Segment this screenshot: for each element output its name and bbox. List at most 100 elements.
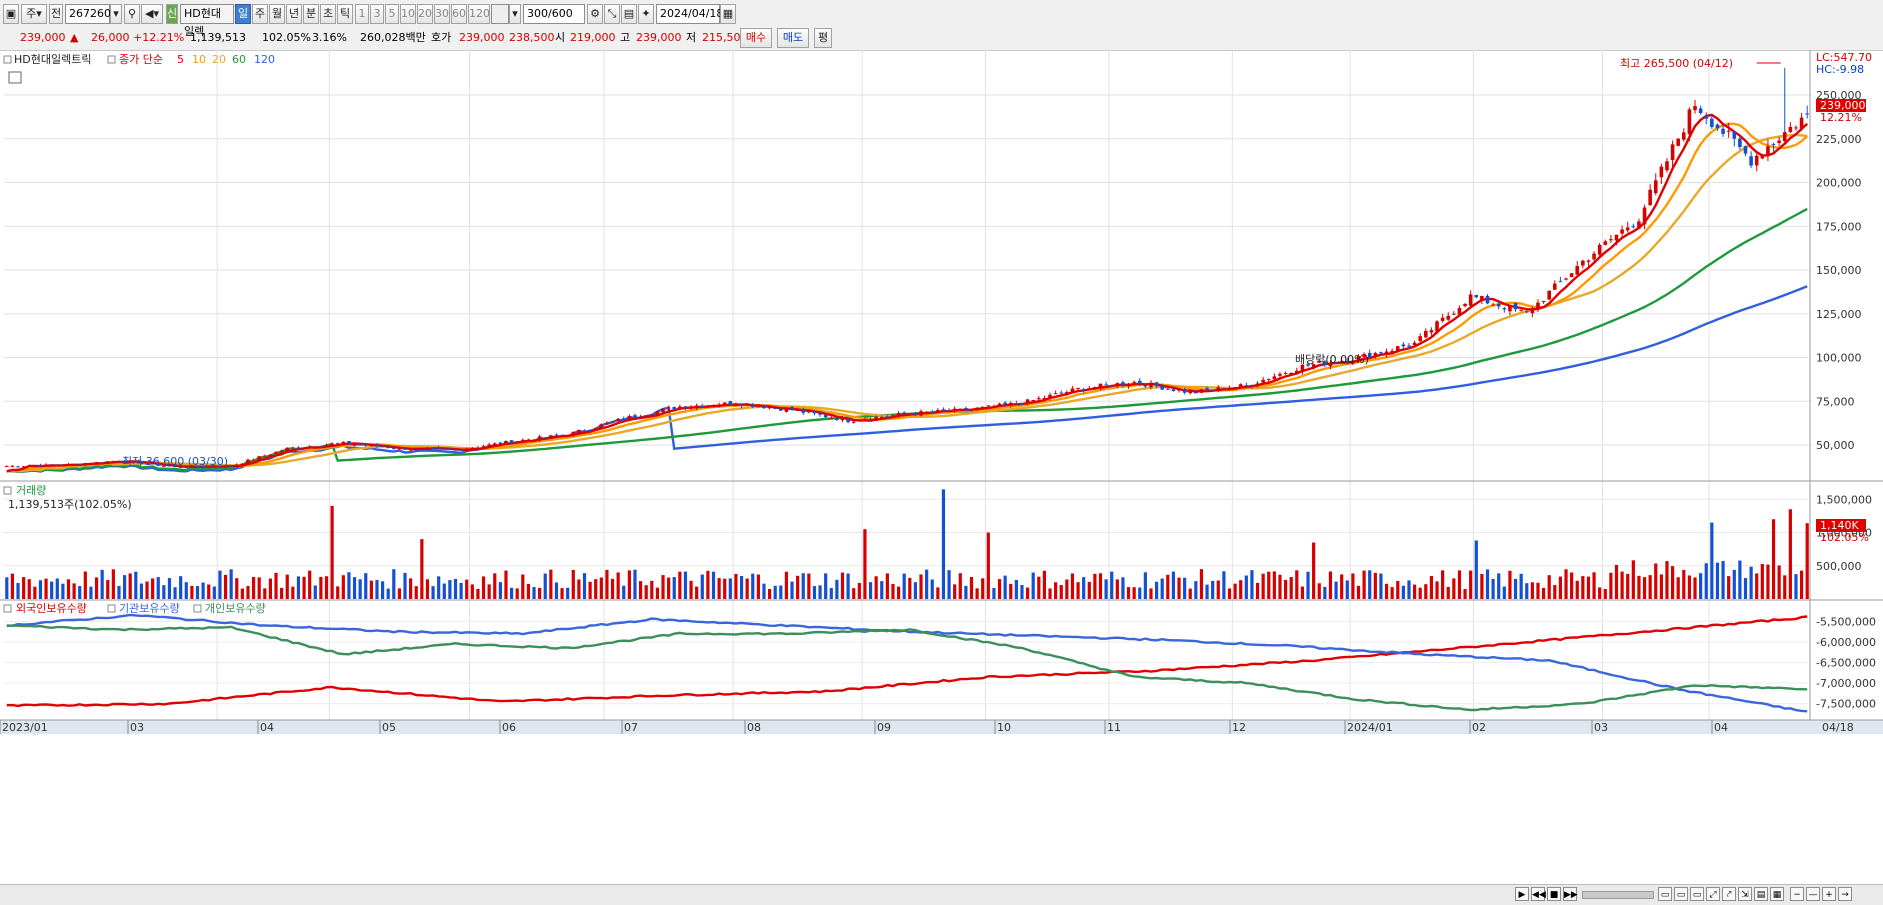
- candle-body: [111, 461, 116, 463]
- interval-20-button[interactable]: 20: [417, 4, 433, 24]
- trend-tool-icon[interactable]: ⤤: [1722, 887, 1736, 901]
- xaxis-label: 04: [1714, 721, 1728, 734]
- institution-toggle-icon[interactable]: [107, 604, 116, 613]
- line-tool-icon[interactable]: ⤢: [1706, 887, 1720, 901]
- foreign-toggle-icon[interactable]: [3, 604, 12, 613]
- period-year-button[interactable]: 년: [286, 4, 302, 24]
- ma-toggle-icon[interactable]: [107, 55, 116, 64]
- scroll-start-icon[interactable]: ▶: [1515, 887, 1529, 901]
- interval-120-button[interactable]: 120: [468, 4, 490, 24]
- volume-bar: [1183, 577, 1187, 599]
- restore-icon[interactable]: ▭: [1690, 887, 1704, 901]
- cascade-icon[interactable]: ▭: [1674, 887, 1688, 901]
- individual-toggle-icon[interactable]: [193, 604, 202, 613]
- candle-body: [448, 448, 452, 450]
- volume-bar: [1093, 573, 1097, 599]
- volume-bar: [223, 574, 228, 599]
- volume-bar: [1755, 573, 1759, 599]
- volume-bar: [1272, 571, 1276, 599]
- scroll-bar[interactable]: ▶ ◀◀ ■ ▶▶ ▭ ▭ ▭ ⤢ ⤤ ⇲ ▤ ▦ − — + →: [0, 884, 1883, 905]
- candle-body: [683, 406, 688, 409]
- speaker-icon[interactable]: ◀▾: [141, 4, 163, 24]
- volume-bar: [930, 579, 934, 599]
- code-dropdown-icon[interactable]: ▾: [110, 4, 122, 24]
- interval-dropdown-icon[interactable]: ▾: [509, 4, 521, 24]
- save-icon[interactable]: ▤: [621, 4, 637, 24]
- volume-bar: [1564, 569, 1568, 599]
- candle-body: [1530, 310, 1535, 314]
- period-month-button[interactable]: 월: [269, 4, 285, 24]
- volume-bar: [981, 578, 985, 599]
- interval-60-button[interactable]: 60: [451, 4, 467, 24]
- period-day-button[interactable]: 일: [235, 4, 251, 24]
- window-icon[interactable]: ▭: [1658, 887, 1672, 901]
- candle-body: [195, 465, 200, 467]
- interval-custom-input[interactable]: [491, 4, 509, 24]
- period-second-button[interactable]: 초: [320, 4, 336, 24]
- volume-bar: [566, 587, 570, 599]
- code-input[interactable]: 267260: [65, 4, 111, 24]
- candle-body: [745, 403, 749, 406]
- ma5-line: [6, 113, 1809, 473]
- interval-5-button[interactable]: 5: [385, 4, 399, 24]
- layout-icon[interactable]: ▣: [3, 4, 19, 24]
- eval-button[interactable]: 평: [814, 28, 832, 48]
- calendar-icon[interactable]: ▦: [720, 4, 736, 24]
- period-tick-button[interactable]: 틱: [337, 4, 353, 24]
- sell-button[interactable]: 매도: [777, 28, 809, 48]
- candle-body: [307, 446, 312, 448]
- table-icon[interactable]: ▦: [1770, 887, 1784, 901]
- market-select[interactable]: 주▾: [21, 4, 47, 24]
- date-input[interactable]: 2024/04/18: [656, 4, 723, 24]
- candle-body: [1564, 278, 1568, 280]
- volume-bar: [857, 582, 861, 599]
- candle-body: [296, 447, 301, 449]
- crosshair-icon[interactable]: ⤡: [604, 4, 620, 24]
- volume-bar: [1665, 561, 1669, 599]
- indicator-icon[interactable]: ⚙: [587, 4, 603, 24]
- volume-bar: [83, 571, 87, 599]
- zoom-in-icon[interactable]: +: [1822, 887, 1836, 901]
- period-week-button[interactable]: 주: [252, 4, 268, 24]
- zoom-reset-icon[interactable]: —: [1806, 887, 1820, 901]
- zoom-out-icon[interactable]: −: [1790, 887, 1804, 901]
- zoom-fit-icon[interactable]: ⇲: [1738, 887, 1752, 901]
- settings-icon[interactable]: ✦: [638, 4, 654, 24]
- holdings-tick-label: -6,500,000: [1816, 657, 1876, 670]
- interval-3-button[interactable]: 3: [370, 4, 384, 24]
- print-icon[interactable]: ▤: [1754, 887, 1768, 901]
- chart-area[interactable]: 50,000 75,000 100,000 125,000 150,000 175,000…: [0, 50, 1883, 904]
- rewind-icon[interactable]: ◀◀: [1531, 887, 1546, 901]
- interval-10-button[interactable]: 10: [400, 4, 416, 24]
- scroll-end-icon[interactable]: →: [1838, 887, 1852, 901]
- volume-bar: [229, 569, 233, 599]
- buy-button[interactable]: 매수: [740, 28, 772, 48]
- ma20-label: 20: [212, 53, 226, 66]
- volume-toggle-icon[interactable]: [3, 486, 12, 495]
- interval-1-button[interactable]: 1: [355, 4, 369, 24]
- count-input[interactable]: 300/600: [523, 4, 585, 24]
- search-icon[interactable]: ⚲: [124, 4, 140, 24]
- candle-body: [1205, 388, 1209, 390]
- period-minute-button[interactable]: 분: [303, 4, 319, 24]
- forward-icon[interactable]: ▶▶: [1563, 887, 1578, 901]
- candle-body: [795, 410, 800, 412]
- interval-30-button[interactable]: 30: [434, 4, 450, 24]
- grid-toggle-icon[interactable]: [8, 71, 22, 84]
- volume-bar: [650, 580, 654, 599]
- scroll-thumb[interactable]: [1582, 891, 1654, 899]
- chart-svg[interactable]: 50,000 75,000 100,000 125,000 150,000 175,000…: [0, 50, 1883, 884]
- pane-toggle-icon[interactable]: [3, 55, 12, 64]
- candle-body: [313, 447, 318, 449]
- candle-body: [481, 446, 486, 448]
- candle-body: [1031, 399, 1035, 401]
- type-label[interactable]: 전: [49, 4, 63, 24]
- volume-bar: [465, 579, 469, 599]
- volume-bar: [1614, 564, 1619, 599]
- candle-body: [1351, 360, 1355, 364]
- candle-body: [1356, 356, 1361, 360]
- volume-bar: [532, 587, 536, 599]
- volume-bar: [1261, 573, 1265, 599]
- stop-icon[interactable]: ■: [1547, 887, 1561, 901]
- volume-bar: [739, 576, 744, 599]
